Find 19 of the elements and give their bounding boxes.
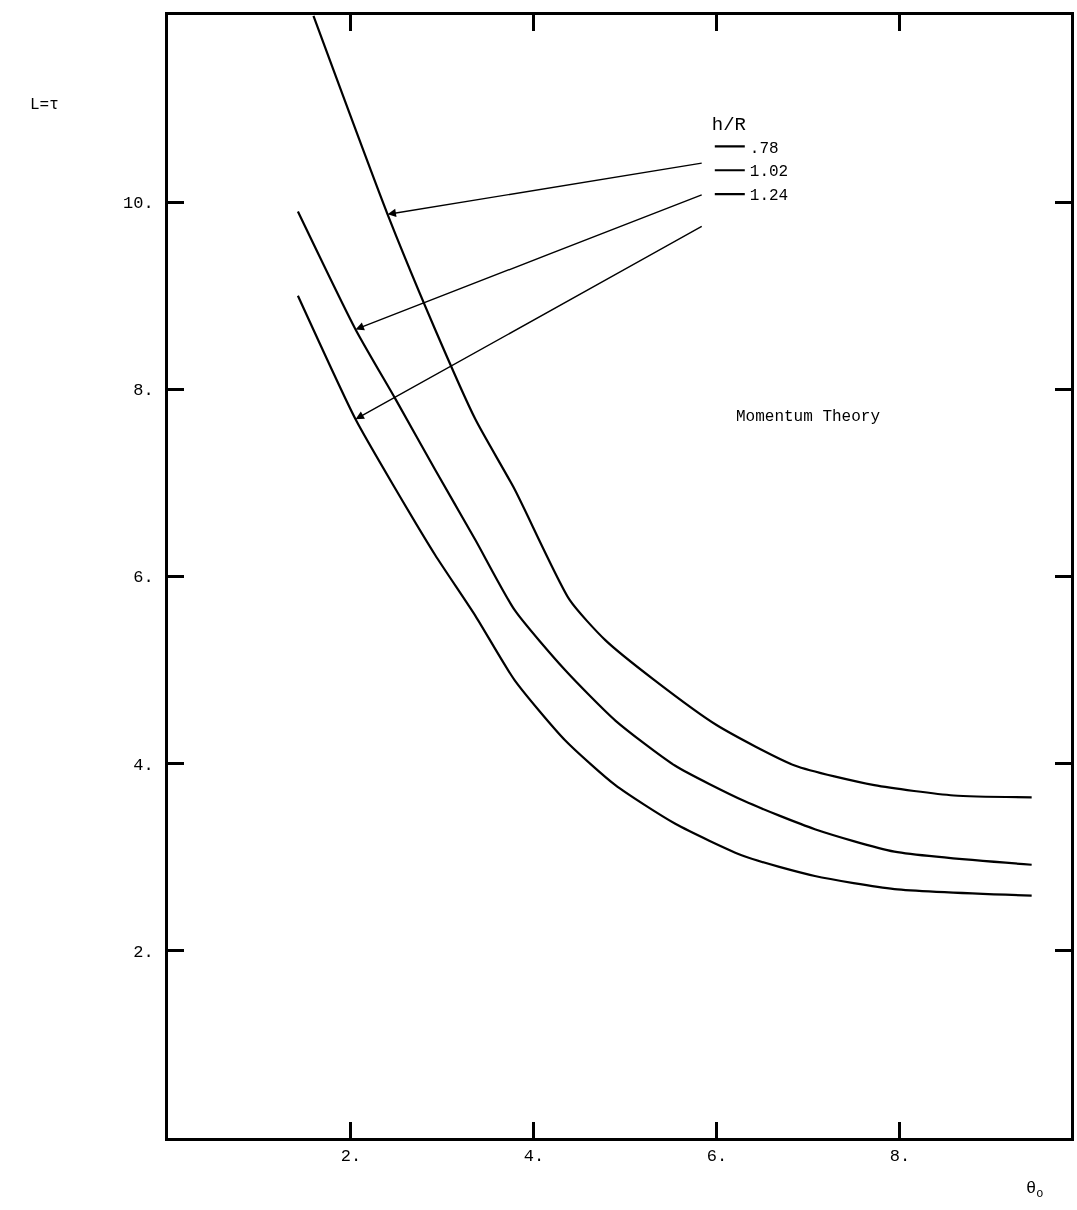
annotation: Momentum Theory: [736, 408, 881, 426]
x-tick-label: 4.: [523, 1147, 545, 1167]
y-tick-label: 4.: [133, 755, 154, 775]
y-tick-label: 6.: [133, 568, 154, 588]
legend-label: .78: [749, 139, 779, 158]
legend-label: 1.24: [749, 187, 789, 206]
x-tick-label: 2.: [340, 1147, 362, 1167]
legend-title: h/R: [711, 113, 747, 136]
line-series: [296, 210, 1033, 866]
y-tick-label: 2.: [133, 942, 154, 962]
x-tick-label: 6.: [706, 1147, 728, 1167]
y-tick-label: 8.: [133, 381, 154, 401]
y-axis-title: L=τ: [30, 96, 59, 114]
line-series: [296, 294, 1033, 897]
y-tick-label: 10.: [122, 194, 154, 214]
x-tick-label: 8.: [889, 1147, 911, 1167]
x-axis-title: θ$_{o}$: [1026, 1179, 1044, 1201]
legend-label: 1.02: [749, 163, 789, 182]
line-series: [312, 15, 1033, 799]
